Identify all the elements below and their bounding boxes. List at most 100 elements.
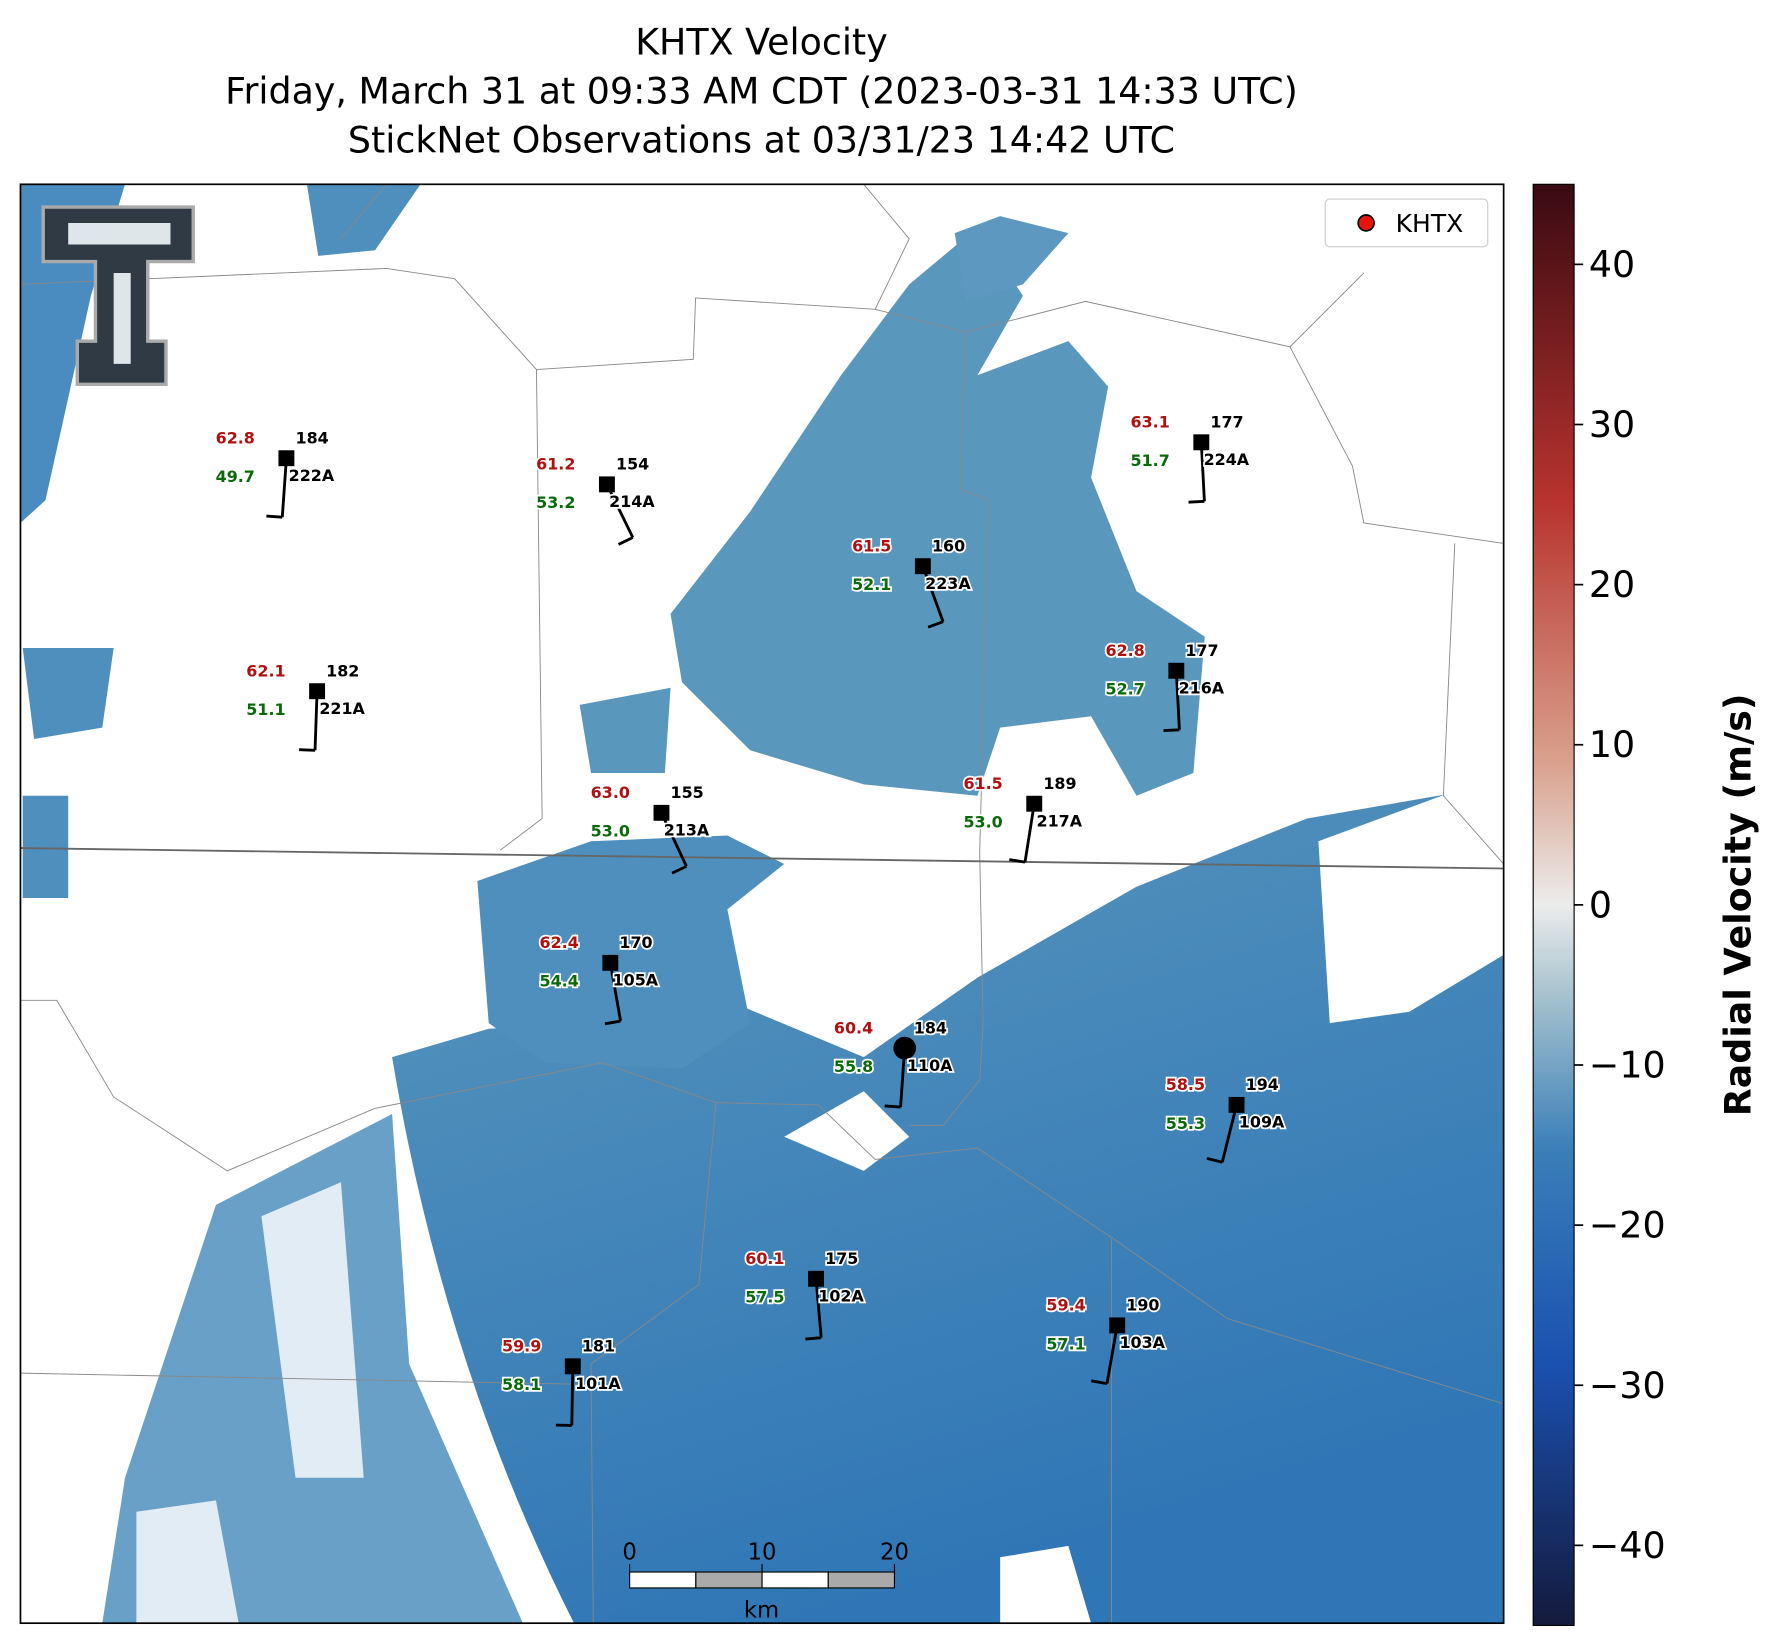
- station-id: 222A: [289, 466, 335, 485]
- station-green: 55.3: [1166, 1114, 1205, 1133]
- colorbar-tick-label: 40: [1589, 243, 1635, 286]
- scale-tick-label: 20: [880, 1540, 909, 1566]
- station-marker: [808, 1271, 824, 1287]
- station-id: 217A: [1037, 811, 1083, 830]
- station-dir: 181: [582, 1337, 615, 1356]
- radar-echoes: [20, 184, 1503, 1623]
- station-green: 52.7: [1106, 680, 1145, 699]
- station: 61.2 154 53.2 214A: [536, 455, 655, 545]
- station-id: 105A: [613, 971, 659, 990]
- station-red: 58.5: [1166, 1075, 1205, 1094]
- station-red: 63.1: [1131, 413, 1170, 432]
- station-dir: 184: [914, 1018, 947, 1037]
- station-marker: [654, 805, 670, 821]
- station-red: 62.8: [1106, 641, 1145, 660]
- barb-flag: [1189, 501, 1205, 502]
- scale-segment: [762, 1572, 828, 1588]
- title-line: KHTX Velocity: [635, 21, 888, 64]
- station-marker: [309, 683, 325, 699]
- station-dir: 160: [932, 536, 965, 555]
- station-id: 213A: [664, 821, 710, 840]
- station-dir: 177: [1210, 413, 1243, 432]
- station-green: 53.0: [963, 813, 1002, 832]
- station-green: 54.4: [540, 972, 579, 991]
- barb-flag: [299, 750, 315, 751]
- station-marker: [1109, 1317, 1125, 1333]
- station-dir: 170: [619, 933, 652, 952]
- station-marker: [565, 1358, 581, 1374]
- station-marker: [1026, 796, 1042, 812]
- colorbar-ticks: −40 −30 −20 −10 0 10 20 30 40: [1574, 243, 1666, 1567]
- barb-flag: [885, 1106, 901, 1107]
- station-marker: [602, 955, 618, 971]
- station-red: 62.8: [216, 428, 255, 447]
- wind-barb: [572, 1366, 573, 1425]
- title-line: Friday, March 31 at 09:33 AM CDT (2023-0…: [225, 70, 1298, 113]
- barb-flag: [619, 537, 633, 544]
- colorbar-tick-label: 20: [1589, 563, 1635, 606]
- station-red: 61.2: [536, 455, 575, 474]
- station-marker: [278, 450, 294, 466]
- station-dir: 175: [825, 1249, 858, 1268]
- colorbar-tick-label: −40: [1589, 1524, 1666, 1567]
- legend-label: KHTX: [1396, 209, 1464, 238]
- title: KHTX Velocity Friday, March 31 at 09:33 A…: [225, 21, 1298, 162]
- station-green: 58.1: [502, 1375, 541, 1394]
- station: 62.8 184 49.7 222A: [216, 428, 335, 517]
- station-dir: 154: [616, 455, 649, 474]
- station-marker: [1193, 434, 1209, 450]
- station-dir: 184: [295, 428, 328, 447]
- scale-unit: km: [744, 1597, 779, 1623]
- colorbar: [1533, 184, 1574, 1625]
- colorbar-tick-label: 30: [1589, 403, 1635, 446]
- station-dir: 182: [326, 661, 359, 680]
- scale-tick-label: 0: [622, 1540, 636, 1566]
- colorbar-tick-label: 0: [1589, 883, 1612, 926]
- colorbar-tick-label: −30: [1589, 1364, 1666, 1407]
- station-green: 57.5: [745, 1288, 784, 1307]
- wind-barb: [1025, 804, 1034, 862]
- colorbar-tick-label: −20: [1589, 1204, 1666, 1247]
- barb-flag: [266, 516, 282, 517]
- station-red: 60.1: [745, 1249, 784, 1268]
- station-marker: [1168, 663, 1184, 679]
- station-red: 60.4: [834, 1018, 873, 1037]
- station-red: 62.1: [246, 661, 285, 680]
- station-marker: [1229, 1097, 1245, 1113]
- station-id: 101A: [575, 1374, 621, 1393]
- station-green: 51.7: [1131, 451, 1170, 470]
- barb-flag: [1164, 730, 1180, 731]
- station-red: 62.4: [540, 933, 579, 952]
- station-dir: 177: [1185, 641, 1218, 660]
- station-red: 61.5: [963, 774, 1002, 793]
- station-green: 53.2: [536, 493, 575, 512]
- station-green: 49.7: [216, 467, 255, 486]
- station-id: 102A: [818, 1287, 864, 1306]
- station-id: 221A: [319, 699, 365, 718]
- station-dir: 194: [1246, 1075, 1279, 1094]
- colorbar-tick-label: −10: [1589, 1044, 1666, 1087]
- station-marker: [599, 476, 615, 492]
- scale-segment: [696, 1572, 762, 1588]
- station: 61.5 189 53.0 217A: [963, 774, 1082, 862]
- station-marker: [915, 558, 931, 574]
- station-dir: 189: [1043, 774, 1076, 793]
- station-id: 223A: [925, 574, 971, 593]
- station-id: 214A: [609, 492, 655, 511]
- wind-barb: [315, 691, 317, 750]
- title-line: StickNet Observations at 03/31/23 14:42 …: [348, 118, 1175, 161]
- station-green: 57.1: [1046, 1334, 1085, 1353]
- station-green: 55.8: [834, 1057, 873, 1076]
- colorbar-tick-label: 10: [1589, 723, 1635, 766]
- station-id: 110A: [907, 1056, 953, 1075]
- station-red: 61.5: [852, 536, 891, 555]
- station-green: 52.1: [852, 575, 891, 594]
- station-dir: 155: [671, 783, 704, 802]
- station-green: 51.1: [246, 700, 285, 719]
- wind-barb: [282, 458, 286, 517]
- station-id: 103A: [1119, 1333, 1165, 1352]
- barb-flag: [805, 1338, 821, 1339]
